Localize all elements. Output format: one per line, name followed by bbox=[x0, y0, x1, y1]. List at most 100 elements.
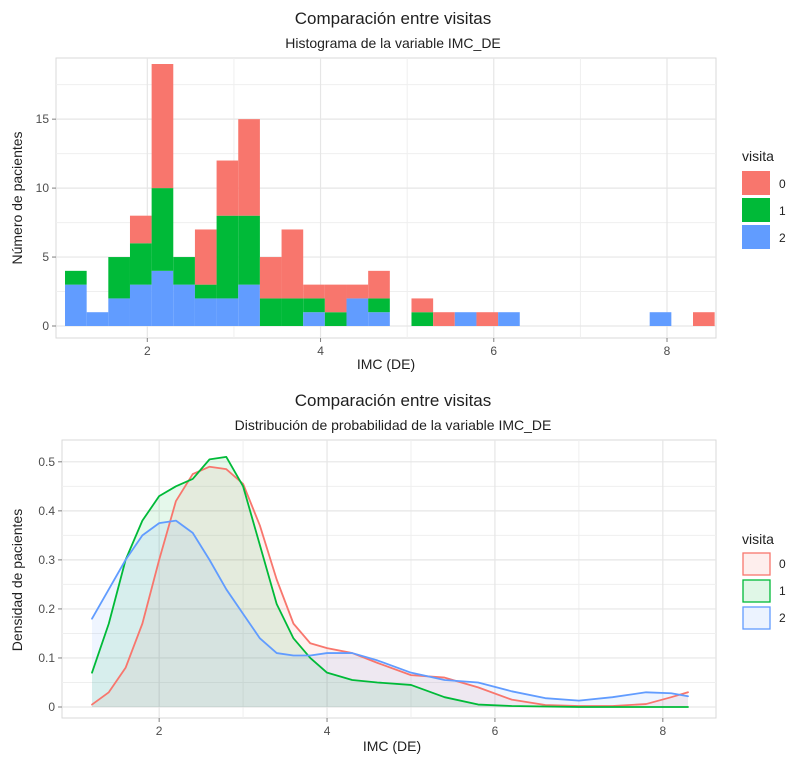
top-legend-swatch-0 bbox=[742, 171, 770, 195]
histogram-bar-visit0-14 bbox=[368, 270, 390, 299]
histogram-bar-visit0-16 bbox=[411, 298, 434, 313]
top-legend-swatch-1 bbox=[742, 198, 770, 222]
histogram-bar-visit1-12 bbox=[324, 312, 347, 326]
top-x-ticks: 2 4 6 8 bbox=[144, 338, 671, 358]
bottom-legend-swatch-0 bbox=[742, 552, 771, 576]
histogram-bar-visit2-0 bbox=[65, 284, 87, 326]
bottom-chart-subtitle: Distribución de probabilidad de la varia… bbox=[235, 417, 552, 433]
bottom-chart: Comparación entre visitas Distribución d… bbox=[9, 391, 786, 754]
top-chart-title: Comparación entre visitas bbox=[295, 9, 492, 28]
histogram-bar-visit0-13 bbox=[346, 284, 369, 299]
bottom-legend-label-0: 0 bbox=[779, 557, 786, 571]
top-y-tick-label: 15 bbox=[36, 112, 50, 126]
histogram-bar-visit2-1 bbox=[86, 312, 109, 326]
histogram-bar-visit0-4 bbox=[151, 64, 174, 189]
histogram-bar-visit0-9 bbox=[259, 257, 282, 299]
histogram-bar-visit1-6 bbox=[194, 284, 217, 299]
top-x-tick-label: 2 bbox=[144, 344, 151, 358]
histogram-bar-visit1-5 bbox=[173, 257, 195, 285]
histogram-bar-visit1-9 bbox=[259, 298, 282, 326]
histogram-bar-visit2-7 bbox=[216, 298, 239, 326]
top-y-tick-label: 0 bbox=[42, 319, 49, 333]
density-line-2 bbox=[91, 519, 689, 702]
histogram-bar-visit2-4 bbox=[151, 270, 174, 326]
bottom-y-ticks: 0 0.1 0.2 0.3 0.4 0.5 bbox=[38, 455, 62, 714]
bottom-legend-label-2: 2 bbox=[779, 611, 786, 625]
bottom-x-ticks: 2 4 6 8 bbox=[156, 718, 666, 738]
histogram-bar-visit0-12 bbox=[324, 284, 347, 313]
histogram-bar-visit2-11 bbox=[303, 312, 325, 326]
bottom-lines bbox=[91, 456, 689, 708]
histogram-bar-visit2-6 bbox=[194, 298, 217, 326]
top-legend: visita 0 1 2 bbox=[742, 148, 786, 249]
top-legend-label-2: 2 bbox=[779, 231, 786, 245]
histogram-bar-visit0-17 bbox=[433, 312, 455, 326]
bottom-x-tick-label: 4 bbox=[324, 724, 331, 738]
histogram-bar-visit0-8 bbox=[238, 119, 260, 216]
density-line-1 bbox=[91, 456, 689, 708]
histogram-bar-visit1-8 bbox=[238, 215, 260, 285]
histogram-bar-visit0-11 bbox=[303, 284, 325, 299]
histogram-bar-visit2-14 bbox=[368, 312, 390, 326]
density-line-0 bbox=[91, 465, 689, 707]
bottom-areas bbox=[92, 456, 688, 707]
histogram-bar-visit1-16 bbox=[411, 312, 434, 326]
bottom-y-tick-label: 0.4 bbox=[38, 504, 55, 518]
bottom-y-tick-label: 0.1 bbox=[38, 651, 55, 665]
histogram-bar-visit2-27 bbox=[649, 312, 672, 326]
histogram-bar-visit1-3 bbox=[129, 243, 152, 285]
bottom-legend: visita 0 1 2 bbox=[742, 531, 786, 630]
histogram-bar-visit1-11 bbox=[303, 298, 325, 313]
bottom-x-tick-label: 8 bbox=[659, 724, 666, 738]
bottom-legend-label-1: 1 bbox=[779, 584, 786, 598]
histogram-bar-visit1-4 bbox=[151, 188, 174, 271]
top-y-ticks: 0 5 10 15 bbox=[36, 112, 56, 333]
histogram-bar-visit0-3 bbox=[129, 215, 152, 244]
histogram-bar-visit0-10 bbox=[281, 229, 304, 299]
histogram-bar-visit1-14 bbox=[368, 298, 390, 313]
histogram-bar-visit2-2 bbox=[108, 298, 130, 326]
bottom-y-tick-label: 0.2 bbox=[38, 602, 55, 616]
histogram-bar-visit2-20 bbox=[498, 312, 520, 326]
bottom-x-tick-label: 6 bbox=[492, 724, 499, 738]
histogram-bar-visit0-29 bbox=[693, 312, 715, 326]
bottom-legend-swatch-2 bbox=[742, 606, 771, 630]
bottom-x-axis-title: IMC (DE) bbox=[363, 738, 421, 754]
bottom-y-tick-label: 0.3 bbox=[38, 553, 55, 567]
top-x-tick-label: 6 bbox=[490, 344, 497, 358]
bottom-chart-title: Comparación entre visitas bbox=[295, 391, 492, 410]
bottom-x-tick-label: 2 bbox=[156, 724, 163, 738]
histogram-bar-visit2-8 bbox=[238, 284, 260, 326]
bottom-y-tick-label: 0.5 bbox=[38, 455, 55, 469]
bottom-legend-title: visita bbox=[742, 531, 774, 547]
density-area-1 bbox=[92, 456, 688, 707]
histogram-bar-visit1-2 bbox=[108, 257, 130, 299]
top-chart-subtitle: Histograma de la variable IMC_DE bbox=[285, 35, 501, 51]
top-y-tick-label: 5 bbox=[42, 250, 49, 264]
histogram-bar-visit1-0 bbox=[65, 270, 87, 285]
bottom-y-tick-label: 0 bbox=[48, 700, 55, 714]
top-legend-label-1: 1 bbox=[779, 204, 786, 218]
top-legend-title: visita bbox=[742, 148, 774, 164]
top-chart: Comparación entre visitas Histograma de … bbox=[9, 9, 786, 372]
histogram-bar-visit0-7 bbox=[216, 160, 239, 216]
histogram-bar-visit1-7 bbox=[216, 215, 239, 299]
histogram-bar-visit2-5 bbox=[173, 284, 195, 326]
bottom-y-axis-title: Densidad de pacientes bbox=[9, 509, 25, 651]
top-y-tick-label: 10 bbox=[36, 181, 50, 195]
histogram-bar-visit0-6 bbox=[194, 229, 217, 285]
top-x-axis-title: IMC (DE) bbox=[357, 356, 415, 372]
density-area-2 bbox=[92, 520, 688, 707]
top-legend-label-0: 0 bbox=[779, 177, 786, 191]
bottom-legend-swatch-1 bbox=[742, 579, 771, 603]
density-area-0 bbox=[92, 466, 688, 707]
histogram-bar-visit1-10 bbox=[281, 298, 304, 326]
top-bars bbox=[65, 64, 715, 326]
histogram-bar-visit2-13 bbox=[346, 298, 369, 326]
top-x-tick-label: 8 bbox=[664, 344, 671, 358]
top-x-tick-label: 4 bbox=[317, 344, 324, 358]
top-y-axis-title: Número de pacientes bbox=[9, 131, 25, 264]
top-legend-swatch-2 bbox=[742, 225, 770, 249]
